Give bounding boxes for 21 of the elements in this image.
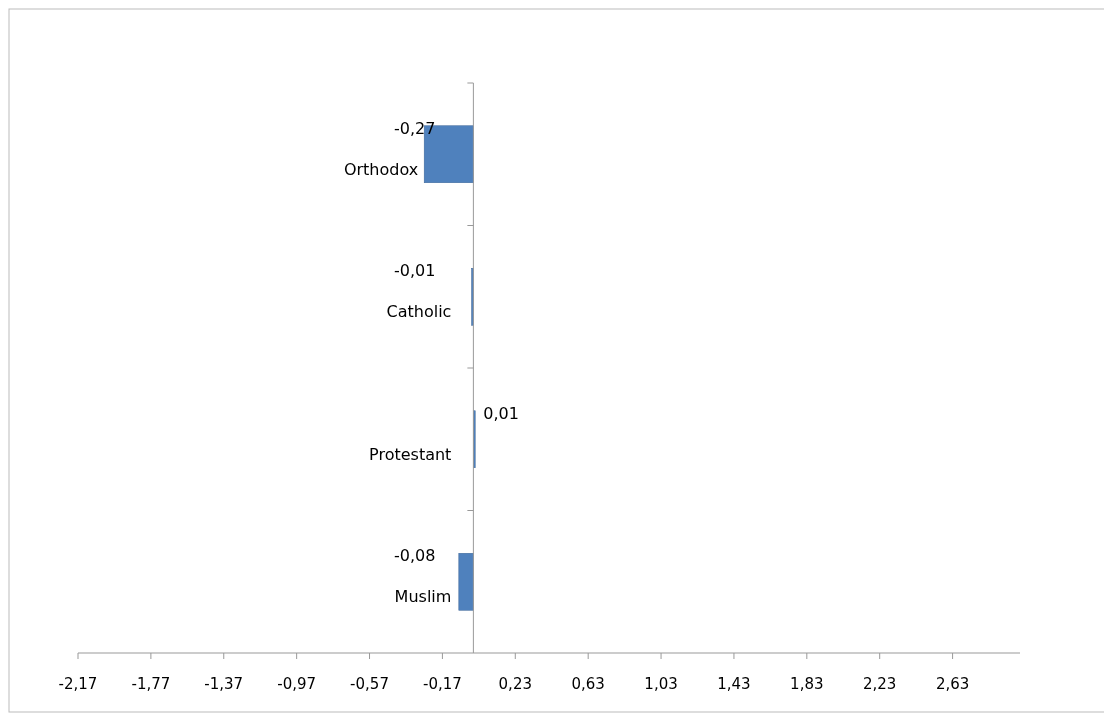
x-tick-label: -0,17 [423, 675, 462, 693]
y-tick-label: Orthodox [343, 159, 419, 179]
y-tick-label: Protestant [369, 444, 452, 464]
data-label: -0,08 [393, 546, 436, 566]
x-tick-label: 2,63 [935, 675, 970, 693]
data-label: -0,27 [393, 118, 436, 138]
x-tick-label: -0,97 [277, 675, 317, 693]
x-tick-label: 2,23 [863, 675, 897, 693]
x-tick-label: 1,83 [790, 675, 824, 693]
x-tick-label: 1,43 [717, 675, 751, 693]
data-label: 0,01 [483, 403, 519, 423]
x-tick-label: 0,63 [571, 675, 605, 693]
x-tick-label: 1,03 [644, 675, 678, 693]
x-tick-label: -2,17 [58, 675, 98, 693]
y-tick-label: Muslim [394, 587, 452, 607]
x-tick-label: 0,23 [498, 675, 532, 693]
data-label: -0,01 [393, 261, 436, 281]
x-tick-label: -1,77 [131, 675, 171, 693]
x-tick-label: -0,57 [350, 675, 389, 693]
y-tick-label: Catholic [386, 302, 452, 322]
x-tick-label: -1,37 [204, 675, 244, 693]
